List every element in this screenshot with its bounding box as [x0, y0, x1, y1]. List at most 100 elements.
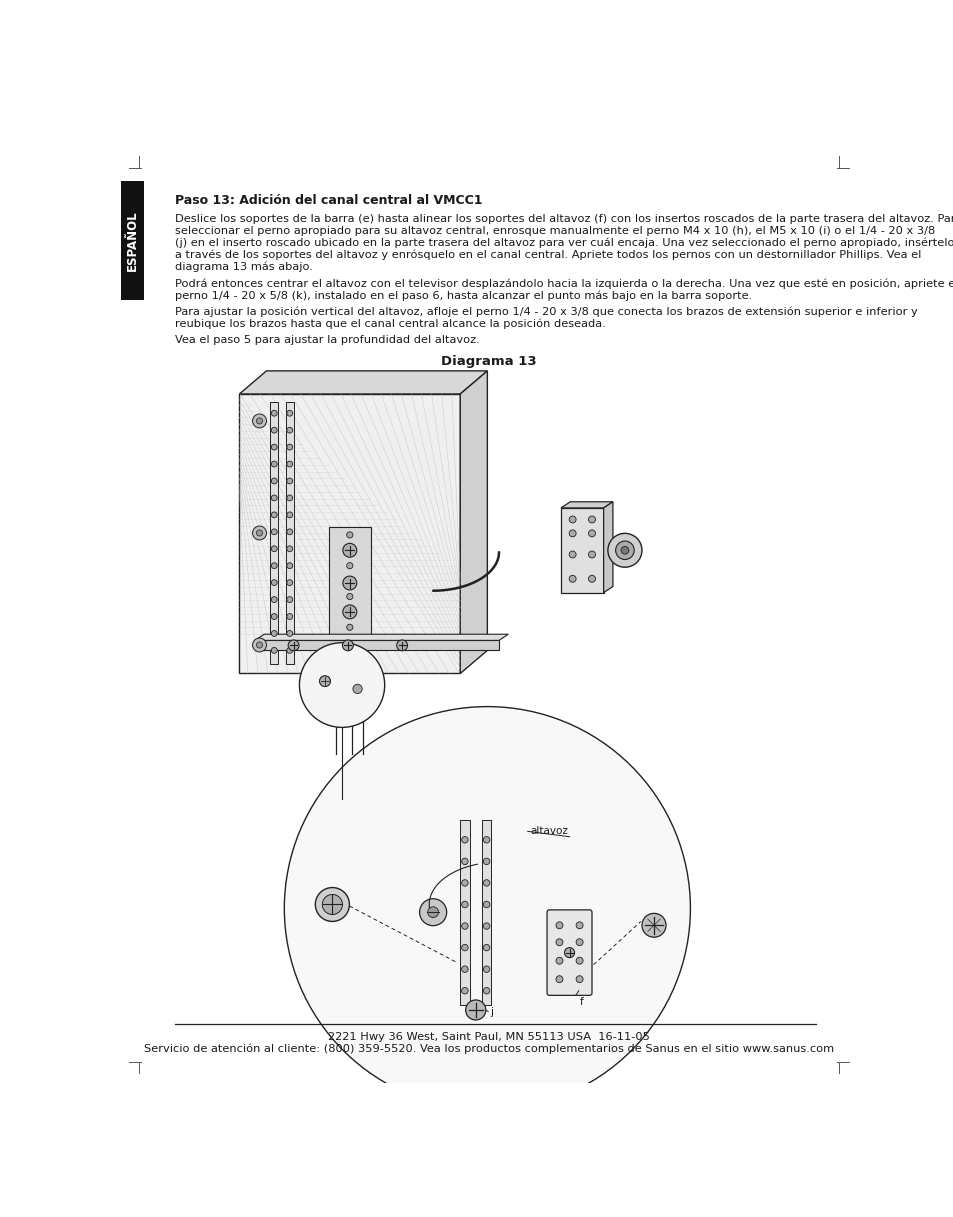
Circle shape [271, 545, 277, 551]
Circle shape [319, 675, 330, 686]
Circle shape [588, 576, 595, 582]
Circle shape [483, 944, 489, 950]
Circle shape [271, 512, 277, 517]
Circle shape [271, 529, 277, 534]
Text: a través de los soportes del altavoz y enrósquelo en el canal central. Apriete t: a través de los soportes del altavoz y e… [174, 249, 921, 260]
Circle shape [641, 913, 665, 937]
Text: 2221 Hwy 36 West, Saint Paul, MN 55113 USA  16-11-05: 2221 Hwy 36 West, Saint Paul, MN 55113 U… [328, 1032, 649, 1042]
Circle shape [271, 495, 277, 501]
Circle shape [569, 576, 576, 582]
Circle shape [271, 613, 277, 619]
Circle shape [569, 551, 576, 557]
Circle shape [253, 638, 266, 652]
FancyBboxPatch shape [546, 910, 592, 996]
Circle shape [322, 894, 342, 914]
Circle shape [461, 880, 468, 886]
Circle shape [483, 987, 489, 994]
Text: f: f [579, 997, 582, 1006]
Circle shape [556, 921, 562, 929]
Circle shape [483, 922, 489, 930]
Circle shape [287, 529, 293, 534]
Circle shape [271, 478, 277, 484]
Circle shape [576, 976, 582, 982]
Circle shape [564, 948, 574, 958]
Circle shape [569, 516, 576, 523]
Circle shape [271, 444, 277, 450]
Circle shape [271, 596, 277, 602]
Text: Vea el paso 5 para ajustar la profundidad del altavoz.: Vea el paso 5 para ajustar la profundida… [174, 335, 479, 346]
Circle shape [588, 551, 595, 557]
Circle shape [461, 987, 468, 994]
Circle shape [556, 976, 562, 982]
Circle shape [588, 529, 595, 537]
Bar [121, 180, 144, 301]
Circle shape [461, 858, 468, 864]
Text: Para ajustar la posición vertical del altavoz, afloje el perno 1/4 - 20 x 3/8 qu: Para ajustar la posición vertical del al… [174, 307, 917, 318]
Circle shape [287, 630, 293, 636]
Polygon shape [239, 371, 487, 394]
Circle shape [253, 526, 266, 540]
Circle shape [271, 427, 277, 433]
Circle shape [256, 529, 262, 535]
Circle shape [287, 461, 293, 467]
Text: reubique los brazos hasta que el canal central alcance la posición deseada.: reubique los brazos hasta que el canal c… [174, 319, 605, 329]
Circle shape [287, 647, 293, 654]
Circle shape [342, 543, 356, 557]
Circle shape [287, 579, 293, 585]
Bar [459, 820, 469, 1004]
Circle shape [342, 576, 356, 590]
Circle shape [287, 545, 293, 551]
Circle shape [569, 529, 576, 537]
Circle shape [256, 641, 262, 649]
Circle shape [483, 902, 489, 908]
Circle shape [287, 596, 293, 602]
Circle shape [427, 907, 438, 918]
Circle shape [353, 684, 362, 694]
Circle shape [620, 546, 628, 554]
Bar [270, 402, 278, 664]
Bar [254, 640, 498, 650]
Circle shape [607, 533, 641, 567]
Bar [286, 402, 294, 664]
Text: seleccionar el perno apropiado para su altavoz central, enrosque manualmente el : seleccionar el perno apropiado para su a… [174, 225, 934, 236]
Polygon shape [560, 501, 612, 507]
Circle shape [299, 643, 384, 728]
Circle shape [461, 944, 468, 950]
Polygon shape [254, 634, 508, 640]
Circle shape [271, 630, 277, 636]
Bar [328, 527, 371, 639]
Circle shape [576, 921, 582, 929]
Circle shape [346, 578, 353, 584]
Circle shape [483, 858, 489, 864]
Circle shape [284, 707, 690, 1110]
Circle shape [342, 640, 353, 651]
Circle shape [287, 444, 293, 450]
Circle shape [271, 410, 277, 416]
Circle shape [288, 640, 298, 651]
Circle shape [256, 417, 262, 424]
Circle shape [342, 605, 356, 618]
Circle shape [556, 938, 562, 946]
Circle shape [461, 922, 468, 930]
Circle shape [461, 902, 468, 908]
Circle shape [346, 624, 353, 630]
Text: Paso 13: Adición del canal central al VMCC1: Paso 13: Adición del canal central al VM… [174, 194, 482, 207]
Text: perno 1/4 - 20 x 5/8 (k), instalado en el paso 6, hasta alcanzar el punto más ba: perno 1/4 - 20 x 5/8 (k), instalado en e… [174, 290, 752, 301]
Circle shape [271, 461, 277, 467]
Circle shape [346, 608, 353, 615]
Circle shape [315, 887, 349, 921]
Text: altavoz: altavoz [530, 826, 567, 836]
Circle shape [461, 836, 468, 843]
Circle shape [576, 938, 582, 946]
Circle shape [419, 898, 446, 926]
Polygon shape [560, 507, 603, 593]
Circle shape [346, 548, 353, 554]
Circle shape [271, 647, 277, 654]
Circle shape [287, 512, 293, 517]
Circle shape [271, 579, 277, 585]
Circle shape [346, 532, 353, 538]
Text: Servicio de atención al cliente: (800) 359-5520. Vea los productos complementari: Servicio de atención al cliente: (800) 3… [144, 1044, 833, 1054]
Circle shape [287, 562, 293, 568]
Circle shape [483, 880, 489, 886]
Circle shape [271, 562, 277, 568]
